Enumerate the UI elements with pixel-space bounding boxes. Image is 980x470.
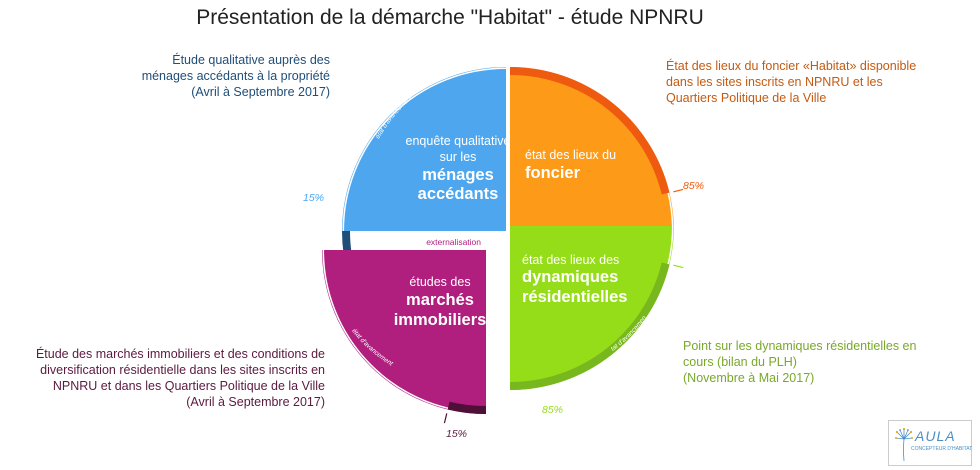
menages-progress-ring bbox=[342, 67, 507, 232]
foncier-wedge bbox=[510, 67, 674, 231]
description-line: État des lieux du foncier «Habitat» disp… bbox=[666, 59, 917, 73]
dynamiques-text-1: état des lieux des bbox=[522, 253, 619, 267]
dynamiques-progress-marker bbox=[673, 264, 684, 269]
description-foncier: État des lieux du foncier «Habitat» disp… bbox=[666, 58, 916, 106]
description-line: (Avril à Septembre 2017) bbox=[191, 85, 330, 99]
marches-title-1: marchés bbox=[406, 291, 474, 309]
menages-title-1: ménages bbox=[422, 166, 494, 184]
logo-name: AULA bbox=[915, 428, 956, 444]
dynamiques-title-2: résidentielles bbox=[522, 288, 627, 306]
foncier-text-1: état des lieux du bbox=[525, 148, 616, 162]
marches-title-2: immobiliers bbox=[394, 311, 487, 329]
description-marches: Étude des marchés immobiliers et des con… bbox=[20, 346, 325, 410]
marches-progress-label: 15% bbox=[446, 428, 467, 440]
description-line: Point sur les dynamiques résidentielles … bbox=[683, 339, 917, 353]
menages-wedge bbox=[342, 67, 506, 231]
description-line: (Avril à Septembre 2017) bbox=[186, 395, 325, 409]
dynamiques-title-1: dynamiques bbox=[522, 268, 618, 286]
logo-subtitle: CONCEPTEUR D'HABITAT bbox=[911, 446, 973, 452]
description-line: dans les sites inscrits en NPNRU et les bbox=[666, 75, 883, 89]
aula-logo: AULA CONCEPTEUR D'HABITAT bbox=[888, 420, 972, 466]
marches-progress-arc bbox=[447, 401, 487, 415]
description-dynamiques: Point sur les dynamiques résidentielles … bbox=[683, 338, 916, 386]
marches-wedge bbox=[322, 250, 486, 414]
description-menages: Étude qualitative auprès des ménages acc… bbox=[130, 52, 330, 100]
dandelion-icon bbox=[895, 427, 913, 462]
dynamiques-progress-label: 85% bbox=[542, 404, 563, 416]
description-line: cours (bilan du PLH) bbox=[683, 355, 797, 369]
page-title: Présentation de la démarche "Habitat" - … bbox=[196, 6, 704, 29]
foncier-progress-arc bbox=[509, 67, 670, 195]
externalisation-tag: externalisation bbox=[426, 237, 481, 247]
dynamiques-progress-arc bbox=[509, 262, 670, 390]
description-line: (Novembre à Mai 2017) bbox=[683, 371, 815, 385]
description-line: Étude qualitative auprès des bbox=[172, 53, 330, 67]
description-line: Étude des marchés immobiliers et des con… bbox=[35, 347, 325, 361]
menages-title-2: accédants bbox=[418, 185, 499, 203]
description-line: Quartiers Politique de la Ville bbox=[666, 91, 827, 105]
menages-text-2: sur les bbox=[440, 150, 477, 164]
menages-progress-label: 15% bbox=[303, 192, 324, 204]
marches-progress-marker bbox=[443, 413, 448, 424]
quadrant-marches[interactable]: externalisation études des marchés immob… bbox=[322, 237, 486, 440]
marches-text-1: études des bbox=[409, 275, 470, 289]
foncier-progress-marker bbox=[673, 188, 684, 193]
dynamiques-wedge bbox=[510, 226, 674, 390]
description-line: NPNRU et dans les Quartiers Politique de… bbox=[52, 379, 325, 393]
foncier-title-1: foncier bbox=[525, 164, 581, 182]
menages-text-1: enquête qualitative bbox=[406, 134, 511, 148]
description-line: ménages accédants à la propriété bbox=[141, 69, 330, 83]
description-line: diversification résidentielle dans les s… bbox=[40, 363, 325, 377]
foncier-progress-label: 85% bbox=[683, 180, 704, 192]
quadrant-menages[interactable]: enquête qualitative sur les ménages accé… bbox=[303, 67, 511, 274]
